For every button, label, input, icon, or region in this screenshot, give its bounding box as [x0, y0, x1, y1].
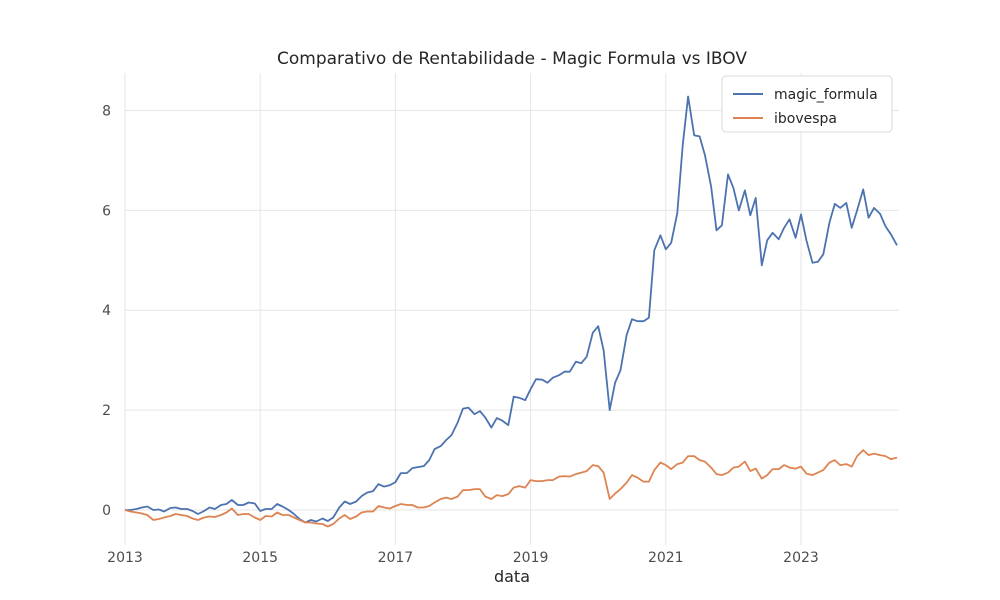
y-axis: 0 2 4 6 8 — [102, 103, 111, 519]
y-tick-label: 6 — [102, 203, 111, 219]
legend-label-ibovespa: ibovespa — [774, 111, 837, 127]
x-axis-label: data — [494, 567, 530, 586]
chart-title: Comparativo de Rentabilidade - Magic For… — [277, 49, 747, 69]
x-tick-label: 2015 — [242, 550, 278, 566]
x-tick-label: 2013 — [107, 550, 143, 566]
series-line-ibovespa — [124, 449, 898, 528]
grid — [124, 73, 899, 545]
x-tick-label: 2019 — [513, 550, 549, 566]
x-tick-label: 2021 — [648, 550, 684, 566]
y-tick-label: 2 — [102, 403, 111, 419]
series-layer — [124, 95, 898, 528]
x-axis: 2013 2015 2017 2019 2021 2023 — [107, 550, 819, 566]
y-tick-label: 8 — [102, 103, 111, 119]
y-tick-label: 0 — [102, 503, 111, 519]
legend-label-magic-formula: magic_formula — [774, 87, 878, 103]
x-tick-label: 2023 — [783, 550, 819, 566]
series-line-magic-formula — [125, 95, 898, 524]
x-tick-label: 2017 — [378, 550, 414, 566]
y-tick-label: 4 — [102, 303, 111, 319]
legend-box — [721, 75, 893, 133]
legend: magic_formula ibovespa — [721, 75, 893, 133]
